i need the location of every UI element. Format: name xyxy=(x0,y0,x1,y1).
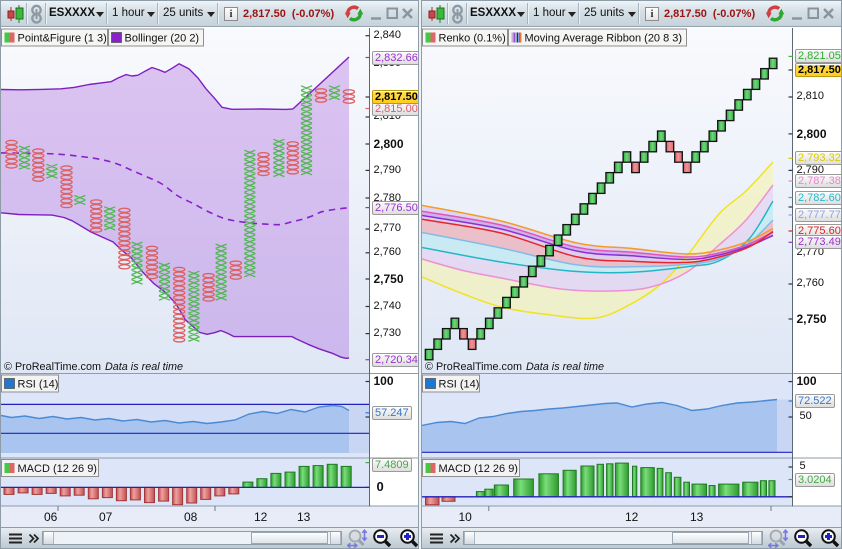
svg-text:Renko (0.1%): Renko (0.1%) xyxy=(439,33,506,45)
svg-text:Data is real time: Data is real time xyxy=(105,361,183,373)
svg-text:Data is real time: Data is real time xyxy=(526,361,604,373)
svg-text:© ProRealTime.com: © ProRealTime.com xyxy=(4,361,101,373)
svg-text:Bollinger (20 2): Bollinger (20 2) xyxy=(125,33,200,45)
svg-text:RSI (14): RSI (14) xyxy=(18,379,59,391)
svg-text:RSI (14): RSI (14) xyxy=(439,379,480,391)
svg-text:Point&Figure (1 3): Point&Figure (1 3) xyxy=(18,33,107,45)
svg-text:MACD (12 26 9): MACD (12 26 9) xyxy=(18,463,97,475)
svg-text:Moving Average Ribbon (20 8 3): Moving Average Ribbon (20 8 3) xyxy=(525,33,683,45)
svg-text:MACD (12 26 9): MACD (12 26 9) xyxy=(439,463,518,475)
svg-text:© ProRealTime.com: © ProRealTime.com xyxy=(425,361,522,373)
